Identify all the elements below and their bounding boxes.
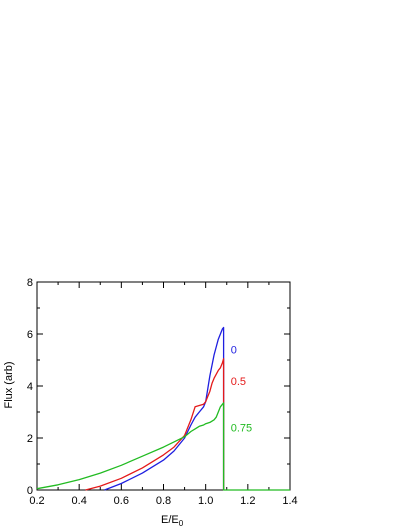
- x-tick-label: 0.6: [114, 495, 129, 507]
- x-axis-label-subscript: 0: [179, 519, 184, 528]
- x-tick-label: 1.4: [282, 495, 297, 507]
- y-tick-label: 6: [27, 329, 33, 341]
- series-line-2: [36, 402, 290, 491]
- y-axis-label: Flux (arb): [3, 361, 15, 408]
- x-tick-label: 0.4: [72, 495, 87, 507]
- x-tick-label: 1.0: [198, 495, 213, 507]
- series-annotation-0: 0: [231, 345, 237, 357]
- y-axis-ticks: 0 2 4 6 8: [27, 277, 290, 497]
- y-tick-label: 2: [27, 433, 33, 445]
- x-axis-ticks: 0.2 0.4 0.6 0.8 1.0 1.2 1.4: [29, 282, 298, 507]
- series-annotation-2: 0.75: [231, 423, 252, 435]
- series-annotation-1: 0.5: [231, 376, 246, 388]
- series-lines: [36, 326, 290, 491]
- y-tick-label: 4: [27, 381, 33, 393]
- series-annotations: 0 0.5 0.75: [231, 345, 252, 435]
- series-line-1: [85, 358, 225, 491]
- plot-frame: [36, 281, 291, 491]
- x-axis-label: E/E0: [161, 514, 184, 528]
- x-tick-label: 1.2: [240, 495, 255, 507]
- x-tick-label: 0.2: [29, 495, 44, 507]
- y-tick-label: 8: [27, 277, 33, 289]
- plot-border: [36, 281, 291, 491]
- y-tick-label: 0: [27, 485, 33, 497]
- series-line-0: [104, 326, 225, 491]
- x-tick-label: 0.8: [156, 495, 171, 507]
